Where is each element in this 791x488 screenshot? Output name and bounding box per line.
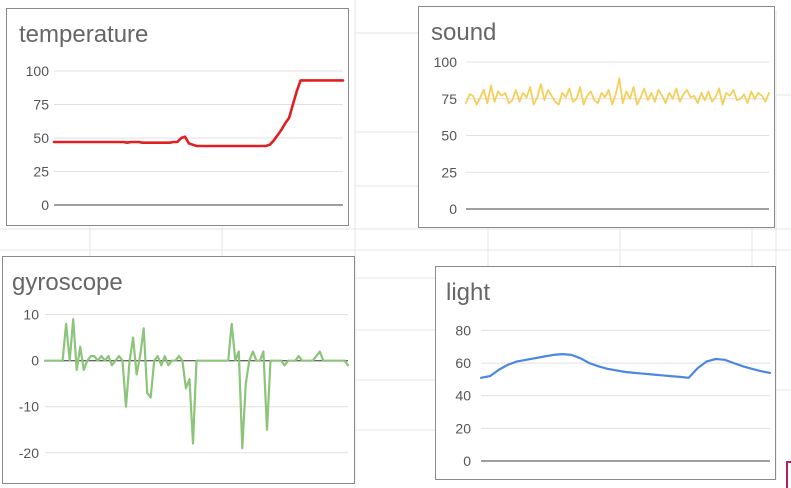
- chart-plot: -20 -10 0 10: [19, 307, 350, 461]
- series-line-sound: [465, 77, 770, 106]
- series-line-light: [479, 352, 772, 379]
- y-tick-label: -10: [19, 399, 39, 415]
- y-tick-label: 80: [455, 322, 471, 338]
- y-tick-label: 75: [441, 91, 457, 107]
- y-tick-label: 0: [41, 197, 49, 213]
- y-tick-label: 25: [441, 164, 457, 180]
- y-tick-label: 0: [463, 453, 471, 469]
- chart-title: gyroscope: [12, 269, 123, 296]
- chart-card-light[interactable]: light 0 20 40 60 80: [435, 266, 776, 480]
- chart-title: light: [446, 279, 491, 306]
- series-line-gyroscope: [43, 318, 350, 450]
- y-tick-label: 75: [33, 97, 49, 113]
- chart-card-gyroscope[interactable]: gyroscope -20 -10 0 10: [2, 256, 355, 484]
- y-tick-label: 20: [455, 420, 471, 436]
- y-tick-label: 50: [33, 130, 49, 146]
- y-tick-label: -20: [19, 445, 39, 461]
- y-tick-label: 100: [434, 54, 458, 70]
- y-tick-label: 25: [33, 164, 49, 180]
- y-tick-label: 60: [455, 355, 471, 371]
- selection-handle[interactable]: [786, 461, 791, 488]
- chart-plot: 0 25 50 75 100: [26, 63, 345, 213]
- y-tick-label: 10: [23, 307, 39, 323]
- y-tick-label: 100: [26, 63, 50, 79]
- y-tick-label: 40: [455, 388, 471, 404]
- chart-card-temperature[interactable]: temperature 0 25 50 75 100: [6, 8, 349, 226]
- chart-title: temperature: [19, 21, 149, 48]
- chart-plot: 0 25 50 75 100: [434, 54, 770, 217]
- y-tick-label: 50: [441, 128, 457, 144]
- y-tick-label: 0: [449, 201, 457, 217]
- chart-plot: 0 20 40 60 80: [455, 322, 772, 469]
- series-line-temperature: [52, 79, 345, 148]
- y-tick-label: 0: [31, 353, 39, 369]
- chart-card-sound[interactable]: sound 0 25 50 75 100: [418, 6, 775, 228]
- chart-title: sound: [431, 19, 497, 46]
